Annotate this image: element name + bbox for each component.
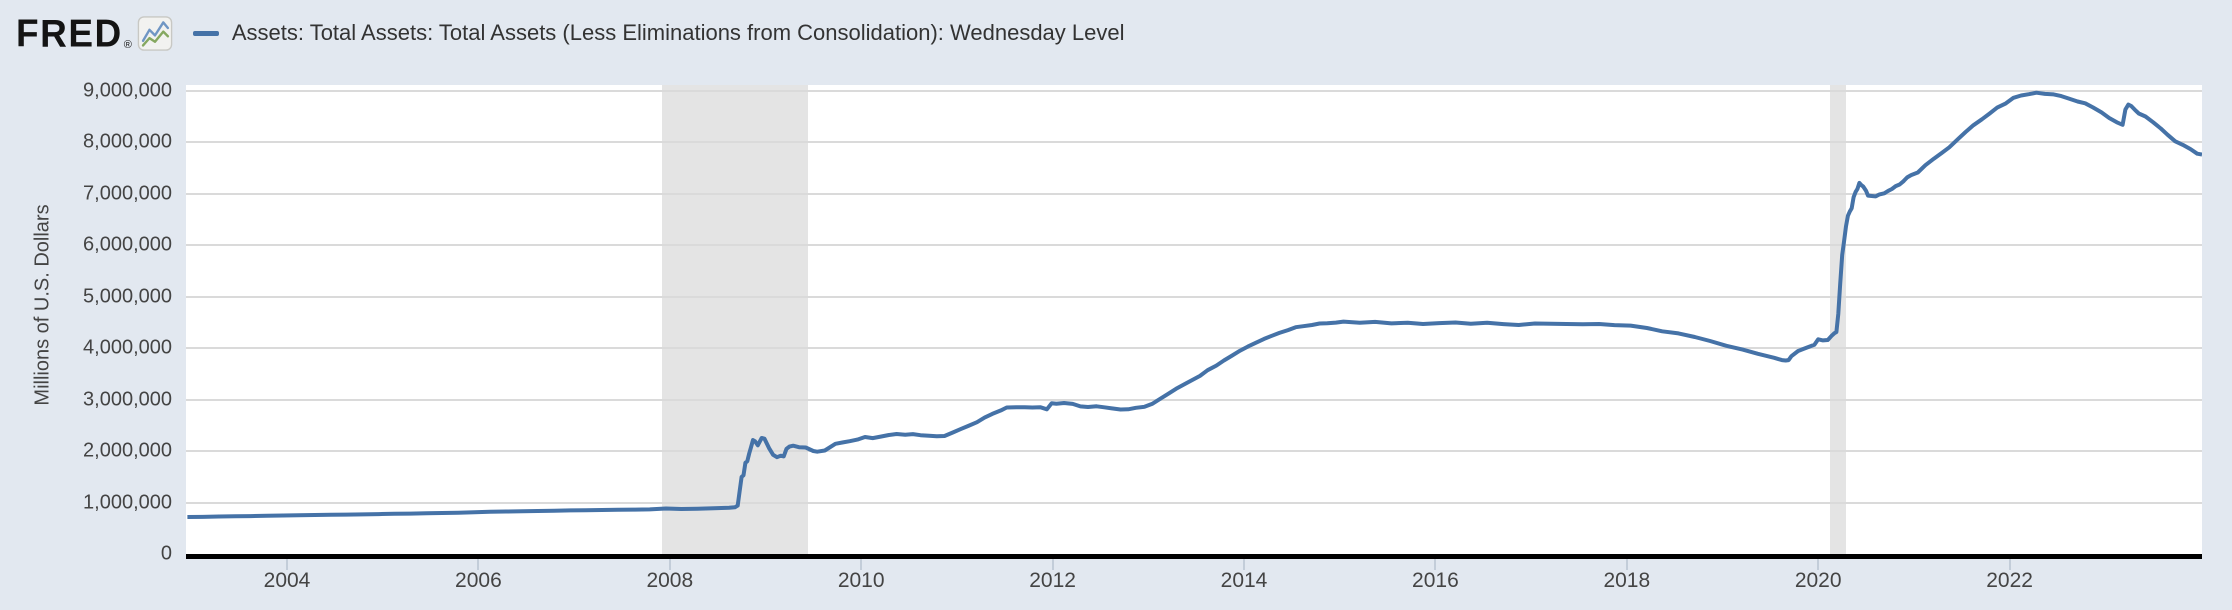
x-axis-tick-label: 2014: [1220, 569, 1268, 592]
x-axis-tick-label: 2004: [263, 569, 311, 592]
x-axis-tick-label: 2016: [1412, 569, 1459, 592]
chart-header: FRED ® Assets: Total Assets: Total Asset…: [16, 10, 1125, 56]
x-axis-line: [186, 554, 2202, 559]
y-axis-tick-label: 2,000,000: [83, 439, 172, 462]
x-axis-tick-mark: [286, 559, 288, 570]
y-axis-tick-label: 5,000,000: [83, 285, 172, 308]
gridline: [186, 501, 2202, 504]
gridline: [186, 89, 2202, 92]
x-axis-tick-mark: [477, 559, 480, 570]
x-axis-tick-mark: [860, 559, 863, 570]
recession-band: [662, 85, 809, 554]
gridline: [186, 450, 2202, 453]
x-axis-tick-label: 2022: [1986, 569, 2033, 592]
y-axis-tick-label: 8,000,000: [83, 130, 172, 153]
gridline: [186, 244, 2202, 247]
x-axis-tick-label: 2008: [646, 569, 694, 592]
x-axis-tick-mark: [1817, 559, 1820, 570]
data-line-layer: [187, 90, 2202, 519]
series-legend-dash: [192, 30, 219, 36]
x-axis-tick-label: 2010: [837, 569, 885, 592]
y-axis-tick-label: 6,000,000: [83, 233, 172, 256]
x-axis-tick-label: 2020: [1794, 569, 1842, 592]
y-axis-tick-label: 4,000,000: [83, 336, 172, 359]
fred-sparkline-icon: [137, 15, 173, 51]
gridline: [186, 295, 2202, 298]
plot-area[interactable]: [186, 85, 2202, 554]
series-line: [187, 90, 2202, 519]
gridline: [186, 141, 2202, 144]
x-axis-tick-mark: [1051, 559, 1054, 570]
x-axis-tick-mark: [1434, 559, 1437, 570]
x-axis-tick-mark: [668, 559, 671, 570]
y-axis-tick-label: 0: [160, 542, 172, 565]
x-axis-tick-label: 2006: [455, 569, 502, 592]
registered-trademark: ®: [123, 38, 132, 51]
x-axis-tick-mark: [2008, 559, 2011, 570]
series-title: Assets: Total Assets: Total Assets (Less…: [231, 19, 1125, 45]
y-axis-tick-label: 1,000,000: [83, 491, 172, 513]
y-axis-tick-label: 9,000,000: [83, 79, 172, 102]
y-axis-tick-label: 3,000,000: [83, 388, 172, 411]
y-axis-tick-label: 7,000,000: [83, 182, 172, 205]
gridline: [186, 398, 2202, 401]
x-axis-tick-mark: [1625, 559, 1628, 570]
fred-logo[interactable]: FRED ®: [16, 11, 132, 55]
x-axis-tick-mark: [1243, 559, 1245, 570]
x-axis-tick-label: 2018: [1603, 569, 1651, 592]
gridline: [186, 347, 2202, 350]
gridline: [186, 192, 2202, 195]
x-axis-tick-label: 2012: [1029, 569, 1076, 592]
fred-logo-text: FRED: [16, 11, 123, 55]
